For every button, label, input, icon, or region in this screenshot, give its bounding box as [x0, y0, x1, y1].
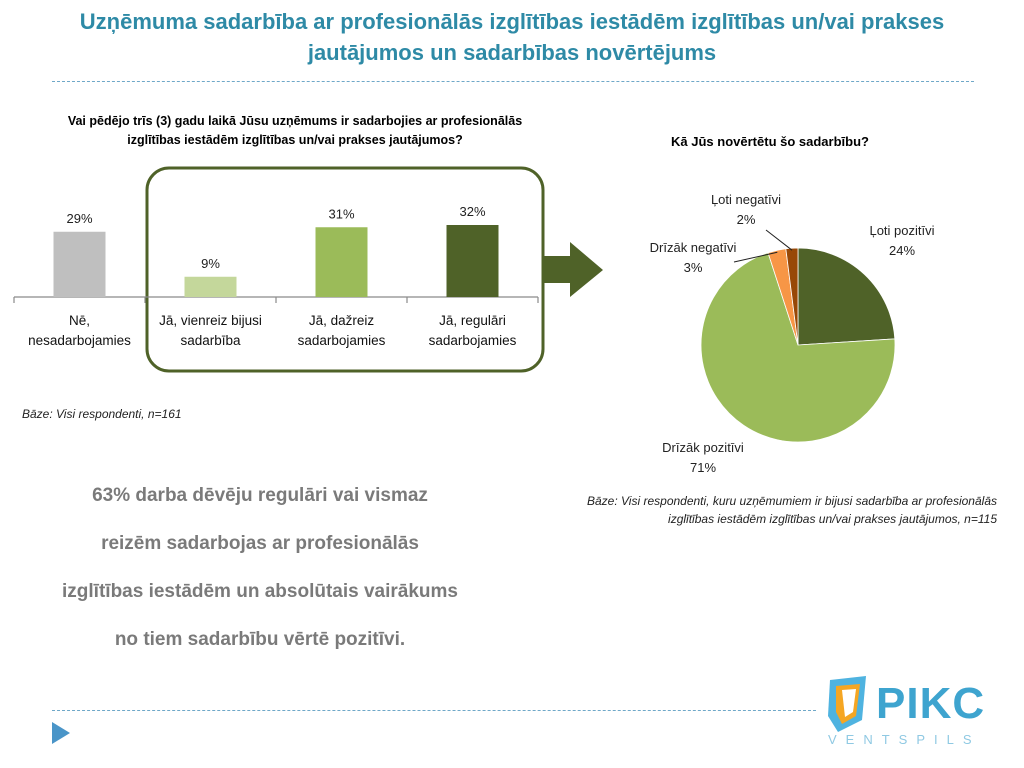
slide-title-line-1: Uzņēmuma sadarbība ar profesionālās izgl…	[79, 9, 945, 34]
pie-slice-value-label: 24%	[889, 243, 915, 258]
bar-category-label: sadarbojamies	[298, 333, 386, 348]
pie-chart-base-note-line-2: izglītības iestādēm izglītības un/vai pr…	[668, 512, 997, 526]
bar-category-label: Jā, regulāri	[439, 313, 506, 328]
pie-chart-base-note: Bāze: Visi respondenti, kuru uzņēmumiem …	[500, 492, 997, 528]
bar-value-label: 9%	[201, 256, 220, 271]
bar-chart-base-note: Bāze: Visi respondenti, n=161	[22, 407, 182, 421]
conclusion-line-2: reizēm sadarbojas ar profesionālās	[101, 533, 419, 554]
bar-category-label: sadarbojamies	[429, 333, 517, 348]
pikc-ventspils-logo: PIKC VENTSPILS	[826, 676, 1002, 752]
bar-category-label: Jā, dažreiz	[309, 313, 375, 328]
conclusion-line-1: 63% darba dēvēju regulāri vai vismaz	[92, 485, 428, 506]
pie-slice-label: Ļoti negatīvi	[711, 192, 781, 207]
pie-slice-value-label: 71%	[690, 460, 716, 475]
pie-slice	[700, 252, 896, 443]
bar	[53, 231, 106, 297]
logo-subtext: VENTSPILS	[828, 732, 981, 747]
bar-chart-question: Vai pēdējo trīs (3) gadu laikā Jūsu uzņē…	[20, 112, 570, 150]
bar-category-label: Jā, vienreiz bijusi	[159, 313, 262, 328]
pie-slice	[797, 247, 896, 346]
logo-text: PIKC	[876, 679, 986, 728]
conclusion-line-4: no tiem sadarbību vērtē pozitīvi.	[114, 629, 406, 650]
logo-emblem-icon	[828, 676, 866, 732]
pie-slice-value-label: 3%	[684, 260, 703, 275]
bar-category-label: sadarbība	[180, 333, 241, 348]
bar	[184, 276, 237, 297]
footer-divider	[52, 710, 816, 711]
bar-value-label: 29%	[66, 211, 92, 226]
slide-title-line-2: jautājumos un sadarbības novērtējums	[307, 40, 717, 65]
bar	[446, 225, 499, 297]
conclusion-line-3: izglītības iestādēm un absolūtais vairāk…	[62, 581, 458, 602]
bar-chart-question-line-2: izglītības iestādēm izglītības un/vai pr…	[127, 133, 463, 147]
pie-slice-value-label: 2%	[737, 212, 756, 227]
transition-arrow-icon	[543, 242, 603, 297]
pie-slice-label: Ļoti pozitīvi	[869, 223, 934, 238]
pie-chart-base-note-line-1: Bāze: Visi respondenti, kuru uzņēmumiem …	[587, 494, 997, 508]
bar-category-label: nesadarbojamies	[28, 333, 131, 348]
pie-slice-label: Drīzāk pozitīvi	[662, 440, 744, 455]
conclusion-text: 63% darba dēvēju regulāri vai vismaz rei…	[20, 472, 500, 664]
slide-title: Uzņēmuma sadarbība ar profesionālās izgl…	[20, 6, 1004, 68]
pie-leader-line	[733, 251, 778, 263]
bar-value-label: 31%	[328, 206, 354, 221]
title-divider	[52, 81, 974, 82]
pie-slice-label: Drīzāk negatīvi	[650, 240, 737, 255]
pie-leader-line	[765, 229, 793, 251]
bar	[315, 227, 368, 297]
bar-value-label: 32%	[459, 204, 485, 219]
play-triangle-icon[interactable]	[52, 722, 70, 744]
bar-category-label: Nē,	[69, 313, 90, 328]
pie-chart-question: Kā Jūs novērtētu šo sadarbību?	[671, 134, 869, 149]
bar-chart-question-line-1: Vai pēdējo trīs (3) gadu laikā Jūsu uzņē…	[67, 114, 523, 128]
pie-slice	[785, 247, 799, 346]
